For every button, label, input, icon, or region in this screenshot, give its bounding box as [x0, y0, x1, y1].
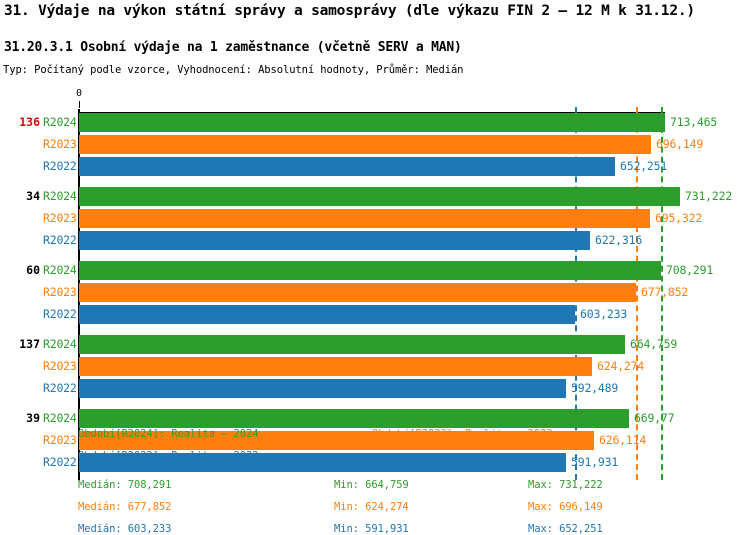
legend-stat-max-1: Max: 696,149: [528, 501, 603, 513]
median-line-r2024: [661, 107, 665, 480]
series-label-r2024-34: R2024: [43, 189, 77, 203]
bar-r2023-136[interactable]: [79, 135, 651, 154]
bar-value-r2023-39: 626,114: [599, 433, 647, 447]
series-label-r2022-60: R2022: [43, 307, 77, 321]
legend-stat-min-0: Min: 664,759: [334, 479, 409, 491]
group-label-39: 39: [26, 411, 40, 425]
chart-top-rule: [79, 112, 665, 113]
legend-stat-median-2: Medián: 603,233: [78, 523, 172, 535]
chart-legend: Období[R2024]: Realita – 2024 Období[R202…: [0, 428, 750, 535]
series-label-r2022-39: R2022: [43, 455, 77, 469]
bar-value-r2024-136: 713,465: [670, 115, 718, 129]
legend-entry-2: Období[R2022]: Realita – 2022: [78, 450, 259, 462]
page-typeline: Typ: Počítaný podle vzorce, Vyhodnocení:…: [3, 64, 464, 76]
series-label-r2023-136: R2023: [43, 137, 77, 151]
series-label-r2023-39: R2023: [43, 433, 77, 447]
series-label-r2022-137: R2022: [43, 381, 77, 395]
axis-tick-label-0: 0: [75, 88, 83, 99]
bar-value-r2022-34: 622,316: [595, 233, 643, 247]
series-label-r2024-39: R2024: [43, 411, 77, 425]
page-title: 31. Výdaje na výkon státní správy a samo…: [4, 3, 695, 19]
bar-r2022-137[interactable]: [79, 379, 566, 398]
bar-r2023-60[interactable]: [79, 283, 636, 302]
group-label-34: 34: [26, 189, 40, 203]
series-label-r2023-137: R2023: [43, 359, 77, 373]
bar-value-r2023-136: 696,149: [656, 137, 704, 151]
bar-value-r2023-60: 677,852: [641, 285, 689, 299]
bar-value-r2024-60: 708,291: [666, 263, 714, 277]
bar-r2024-39[interactable]: [79, 409, 629, 428]
bar-value-r2024-39: 669,77: [634, 411, 675, 425]
series-label-r2023-60: R2023: [43, 285, 77, 299]
bar-r2022-136[interactable]: [79, 157, 615, 176]
axis-tick-mark: [79, 101, 80, 108]
legend-stat-median-0: Medián: 708,291: [78, 479, 172, 491]
bar-r2024-136[interactable]: [79, 113, 665, 132]
series-label-r2022-136: R2022: [43, 159, 77, 173]
bar-value-r2024-137: 664,759: [630, 337, 678, 351]
group-label-60: 60: [26, 263, 40, 277]
bar-value-r2024-34: 731,222: [685, 189, 733, 203]
legend-stat-median-1: Medián: 677,852: [78, 501, 172, 513]
bar-r2024-60[interactable]: [79, 261, 661, 280]
bar-r2024-137[interactable]: [79, 335, 625, 354]
legend-stat-max-0: Max: 731,222: [528, 479, 603, 491]
group-label-137: 137: [19, 337, 40, 351]
series-label-r2023-34: R2023: [43, 211, 77, 225]
bar-value-r2023-137: 624,274: [597, 359, 645, 373]
series-label-r2024-60: R2024: [43, 263, 77, 277]
legend-entry-0: Období[R2024]: Realita – 2024: [78, 428, 259, 440]
bar-value-r2022-60: 603,233: [580, 307, 628, 321]
bar-r2023-39[interactable]: [79, 431, 594, 450]
legend-entry-1: Období[R2023]: Realita – 2023: [372, 428, 553, 440]
bar-r2023-137[interactable]: [79, 357, 592, 376]
bar-value-r2022-137: 592,489: [571, 381, 619, 395]
bar-r2024-34[interactable]: [79, 187, 680, 206]
series-label-r2022-34: R2022: [43, 233, 77, 247]
bar-r2022-39[interactable]: [79, 453, 566, 472]
page-subtitle: 31.20.3.1 Osobní výdaje na 1 zaměstnance…: [4, 40, 462, 55]
legend-stat-max-2: Max: 652,251: [528, 523, 603, 535]
bar-chart: 0 136 R2024 713,465 R2023 696,149 R2022 652,251…: [0, 88, 750, 480]
bar-r2022-60[interactable]: [79, 305, 575, 324]
bar-value-r2023-34: 695,322: [655, 211, 703, 225]
bar-r2023-34[interactable]: [79, 209, 650, 228]
series-label-r2024-137: R2024: [43, 337, 77, 351]
bar-r2022-34[interactable]: [79, 231, 590, 250]
bar-value-r2022-39: 591,931: [571, 455, 619, 469]
legend-stat-min-2: Min: 591,931: [334, 523, 409, 535]
median-line-r2023: [636, 107, 640, 480]
bar-value-r2022-136: 652,251: [620, 159, 668, 173]
series-label-r2024-136: R2024: [43, 115, 77, 129]
legend-stat-min-1: Min: 624,274: [334, 501, 409, 513]
group-label-136: 136: [19, 115, 40, 129]
